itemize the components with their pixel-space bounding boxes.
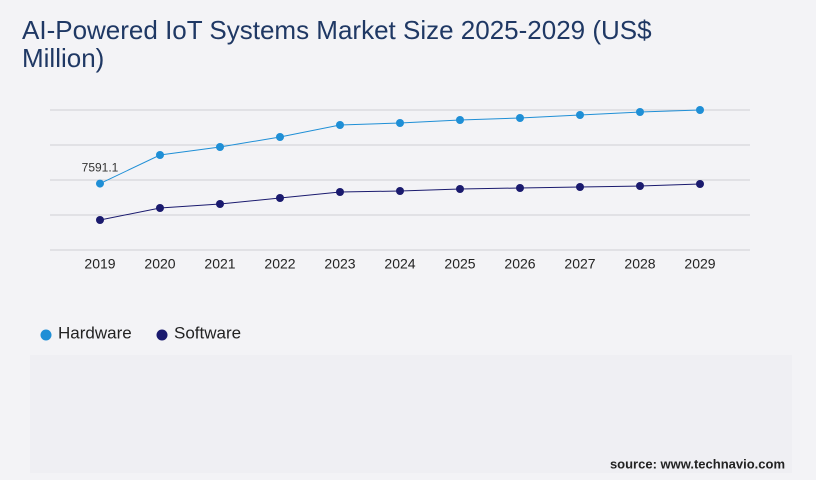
x-tick-label: 2022: [264, 256, 295, 272]
data-point: [336, 187, 344, 196]
data-point: [696, 179, 704, 188]
chart-title: Million): [22, 43, 104, 73]
data-point: [636, 182, 644, 191]
data-point: [636, 108, 644, 117]
panel: [30, 355, 792, 473]
data-point: [576, 110, 584, 119]
x-tick-label: 2027: [564, 256, 595, 272]
data-point: [276, 193, 284, 202]
x-tick-label: 2024: [384, 256, 415, 272]
x-tick-label: 2026: [504, 256, 535, 272]
data-point: [96, 179, 104, 188]
data-point: [336, 120, 344, 129]
chart-title: AI-Powered IoT Systems Market Size 2025-…: [22, 15, 652, 45]
data-point: [96, 215, 104, 224]
data-point: [276, 133, 284, 142]
data-point: [156, 204, 164, 212]
data-point: [456, 185, 464, 194]
x-tick-label: 2029: [684, 256, 715, 272]
x-tick-label: 2025: [444, 256, 475, 272]
data-point: [576, 183, 584, 191]
legend-label: Hardware: [58, 323, 132, 342]
data-point: [696, 106, 704, 114]
data-point: [396, 186, 404, 195]
data-point: [396, 119, 404, 128]
legend-marker: [156, 329, 168, 341]
data-label: 7591.1: [82, 161, 119, 175]
x-tick-label: 2019: [84, 256, 115, 272]
data-point: [516, 183, 524, 192]
x-tick-label: 2021: [204, 256, 235, 272]
legend-label: Software: [174, 323, 241, 342]
data-point: [156, 151, 164, 160]
legend-marker: [40, 329, 52, 341]
source: source: www.technavio.com: [610, 456, 785, 471]
data-point: [216, 200, 224, 209]
data-point: [456, 116, 464, 125]
data-point: [216, 143, 224, 152]
x-tick-label: 2028: [624, 256, 655, 272]
data-point: [516, 113, 524, 122]
x-tick-label: 2023: [324, 256, 355, 272]
x-tick-label: 2020: [144, 256, 175, 272]
